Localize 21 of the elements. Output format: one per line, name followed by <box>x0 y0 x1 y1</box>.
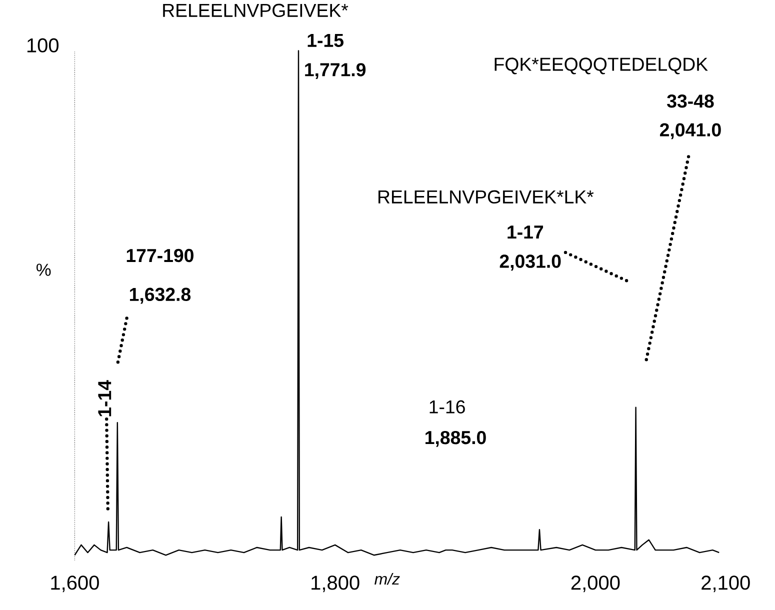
text: 1-15 <box>308 34 344 47</box>
text: RELEELNVPGEIVEK* <box>163 4 348 17</box>
annotation: 1-14 <box>98 380 112 416</box>
x-tick-label: 2,100 <box>702 575 750 592</box>
annotation: 1,632.8 <box>130 288 191 304</box>
x-axis-title: m/z <box>374 572 400 585</box>
annotation: 2,031.0 <box>500 254 561 270</box>
x-tick-label: 1,800 <box>312 575 360 592</box>
annotation: FQK*EEQQQTEDELQDK <box>494 58 708 74</box>
text: 100 <box>27 38 59 52</box>
annotation: 1,885.0 <box>426 430 486 447</box>
annotation: RELEELNVPGEIVEK*LK* <box>378 190 594 204</box>
annotation: 1-17 <box>508 226 544 238</box>
annotation: 1,771.9 <box>305 62 366 79</box>
x-tick-label: 2,000 <box>571 575 620 592</box>
annotation: 1-16 <box>430 400 465 414</box>
annotation: 33-48 <box>667 94 714 108</box>
y-axis-title: % <box>36 264 51 276</box>
annotation: 2,041.0 <box>660 123 721 140</box>
annotation: 177-190 <box>126 248 194 262</box>
x-tick-label: 1,600 <box>51 575 99 592</box>
